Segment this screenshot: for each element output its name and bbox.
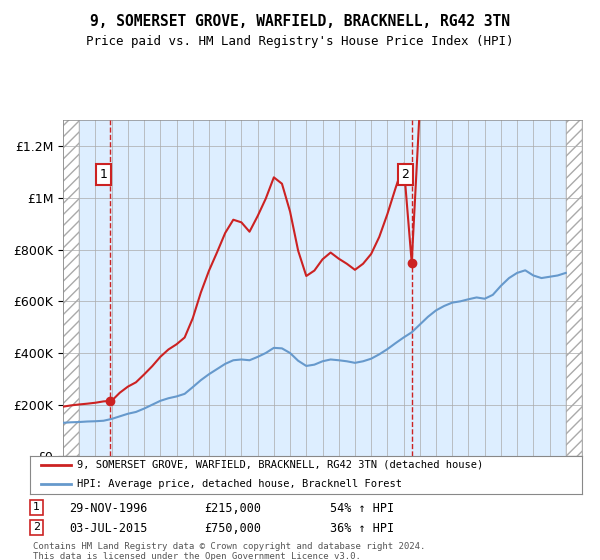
Text: 54% ↑ HPI: 54% ↑ HPI xyxy=(330,502,394,515)
Text: 36% ↑ HPI: 36% ↑ HPI xyxy=(330,522,394,535)
Text: 1: 1 xyxy=(100,168,107,181)
Text: £750,000: £750,000 xyxy=(204,522,261,535)
Text: 03-JUL-2015: 03-JUL-2015 xyxy=(69,522,148,535)
Text: 2: 2 xyxy=(33,522,40,533)
Text: 29-NOV-1996: 29-NOV-1996 xyxy=(69,502,148,515)
Text: Price paid vs. HM Land Registry's House Price Index (HPI): Price paid vs. HM Land Registry's House … xyxy=(86,35,514,48)
Text: 9, SOMERSET GROVE, WARFIELD, BRACKNELL, RG42 3TN (detached house): 9, SOMERSET GROVE, WARFIELD, BRACKNELL, … xyxy=(77,460,483,470)
Text: £215,000: £215,000 xyxy=(204,502,261,515)
Text: 1: 1 xyxy=(33,502,40,512)
Bar xyxy=(566,120,582,456)
Text: 9, SOMERSET GROVE, WARFIELD, BRACKNELL, RG42 3TN: 9, SOMERSET GROVE, WARFIELD, BRACKNELL, … xyxy=(90,14,510,29)
Text: HPI: Average price, detached house, Bracknell Forest: HPI: Average price, detached house, Brac… xyxy=(77,479,402,489)
Text: 2: 2 xyxy=(401,168,409,181)
Bar xyxy=(63,120,79,456)
Text: Contains HM Land Registry data © Crown copyright and database right 2024.
This d: Contains HM Land Registry data © Crown c… xyxy=(33,542,425,560)
